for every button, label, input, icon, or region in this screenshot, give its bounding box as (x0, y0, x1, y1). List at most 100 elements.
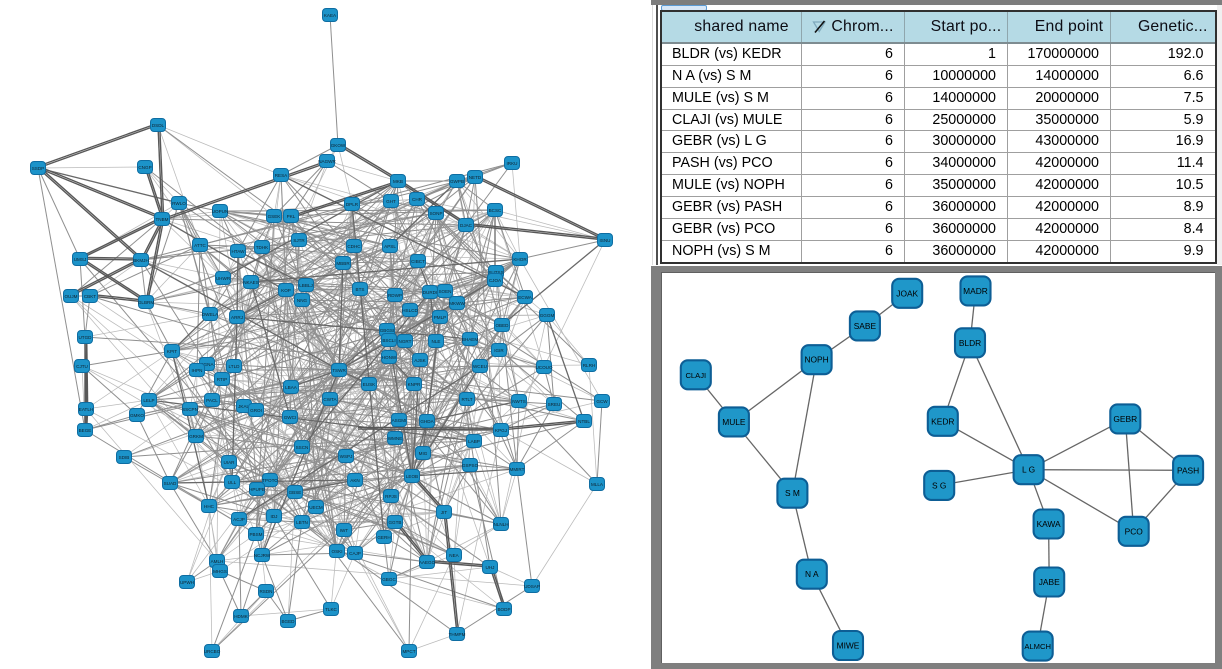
svg-text:MBBR: MBBR (336, 261, 350, 266)
svg-text:JABE: JABE (1038, 577, 1059, 587)
svg-text:DURDI: DURDI (423, 290, 438, 295)
svg-text:URCBO: URCBO (204, 649, 221, 654)
svg-text:PKL: PKL (287, 214, 296, 219)
svg-text:MHGS: MHGS (213, 569, 227, 574)
svg-text:TSWR: TSWR (332, 368, 346, 373)
svg-text:UCOUO: UCOUO (535, 365, 553, 370)
svg-text:UPWH: UPWH (180, 580, 194, 585)
svg-text:NWTS: NWTS (512, 399, 526, 404)
svg-text:PASH: PASH (1177, 465, 1199, 475)
svg-text:DSDL: DSDL (152, 123, 165, 128)
svg-text:CIBCT: CIBCT (411, 259, 425, 264)
svg-text:BEGE: BEGE (79, 428, 92, 433)
svg-text:SJTR: SJTR (293, 238, 305, 243)
svg-text:SUAD: SUAD (164, 481, 177, 486)
svg-text:HPUPB: HPUPB (249, 487, 265, 492)
svg-text:ASGMI: ASGMI (392, 418, 407, 423)
svg-text:NCJRW: NCJRW (254, 553, 271, 558)
svg-text:KPIT: KPIT (167, 349, 177, 354)
svg-text:SSCPN: SSCPN (182, 407, 198, 412)
svg-text:LBAA: LBAA (285, 385, 298, 390)
svg-text:HDMK: HDMK (234, 614, 248, 619)
svg-text:KHOR: KHOR (513, 257, 527, 262)
svg-text:GSEK: GSEK (268, 214, 282, 219)
svg-text:GBGSI: GBGSI (380, 328, 395, 333)
svg-text:PCO: PCO (1124, 526, 1143, 536)
svg-text:AMLH: AMLH (211, 559, 224, 564)
svg-text:KNPR: KNPR (408, 382, 421, 387)
svg-text:PBSM: PBSM (249, 532, 262, 537)
svg-text:TDHK: TDHK (256, 245, 269, 250)
svg-text:HHC: HHC (204, 504, 215, 509)
svg-text:CNGP: CNGP (138, 165, 151, 170)
svg-text:ECWA: ECWA (518, 295, 533, 300)
svg-text:GWCI: GWCI (284, 415, 297, 420)
svg-text:RESA: RESA (275, 173, 288, 178)
svg-text:MMIRT: MMIRT (510, 467, 525, 472)
svg-text:SABE: SABE (853, 320, 876, 330)
svg-text:S G: S G (931, 480, 945, 490)
svg-text:KAWA: KAWA (1036, 519, 1060, 529)
svg-text:RWLO: RWLO (172, 201, 186, 206)
svg-text:GHDA: GHDA (420, 419, 434, 424)
svg-text:RDWP: RDWP (388, 293, 402, 298)
svg-text:OSKI: OSKI (332, 549, 343, 554)
svg-text:ARRJ: ARRJ (231, 315, 243, 320)
svg-text:RTLT: RTLT (461, 397, 472, 402)
svg-text:NLE: NLE (432, 339, 441, 344)
svg-text:SUTSS: SUTSS (488, 270, 503, 275)
svg-text:LABP: LABP (468, 439, 480, 444)
svg-text:UTGD: UTGD (78, 335, 92, 340)
svg-text:OUJM: OUJM (64, 294, 77, 299)
svg-text:OBED: OBED (495, 323, 509, 328)
svg-text:GCW: GCW (596, 399, 608, 404)
svg-text:CJOA: CJOA (489, 278, 502, 283)
svg-text:HSLCD: HSLCD (402, 308, 418, 313)
svg-text:CDHC: CDHC (347, 244, 361, 249)
svg-text:LBBLJ: LBBLJ (299, 283, 313, 288)
svg-text:KEDR: KEDR (931, 416, 954, 426)
svg-text:GEBR: GEBR (1113, 413, 1137, 423)
svg-text:SSCN: SSCN (296, 445, 309, 450)
svg-text:TLKC: TLKC (325, 607, 337, 612)
svg-text:NEA: NEA (449, 553, 459, 558)
svg-text:WSPJ: WSPJ (340, 454, 353, 459)
svg-text:LTLD: LTLD (229, 364, 241, 369)
svg-text:CWTA: CWTA (323, 397, 337, 402)
svg-text:NKAES: NKAES (243, 280, 259, 285)
svg-text:N A: N A (805, 569, 819, 579)
svg-text:EATLH: EATLH (79, 407, 93, 412)
svg-text:BLDR: BLDR (958, 337, 980, 347)
svg-text:UOPUN: UOPUN (212, 209, 229, 214)
svg-text:NOPH: NOPH (804, 354, 828, 364)
svg-text:ATTC: ATTC (194, 243, 206, 248)
svg-text:IRKU: IRKU (507, 161, 518, 166)
svg-text:MIWE: MIWE (836, 640, 859, 650)
svg-text:BHAEM: BHAEM (462, 337, 479, 342)
svg-text:DJAC: DJAC (460, 223, 473, 228)
svg-text:IDJ: IDJ (271, 514, 278, 519)
svg-text:BGED: BGED (281, 619, 295, 624)
svg-text:S M: S M (784, 488, 799, 498)
svg-text:JOAK: JOAK (896, 288, 918, 298)
svg-text:BTS: BTS (356, 287, 365, 292)
svg-text:L G: L G (1021, 464, 1034, 474)
svg-text:NNG: NNG (297, 298, 308, 303)
svg-text:WMNE: WMNE (388, 436, 403, 441)
svg-text:PACL: PACL (206, 398, 218, 403)
svg-text:UHWR: UHWR (216, 276, 231, 281)
svg-text:LELP: LELP (143, 398, 154, 403)
svg-text:SDIB: SDIB (119, 455, 130, 460)
svg-text:GGGM: GGGM (540, 313, 555, 318)
svg-text:RPJS: RPJS (385, 494, 397, 499)
svg-text:RTIP: RTIP (217, 377, 227, 382)
svg-text:NAGWR: NAGWR (318, 159, 336, 164)
svg-text:UHJ: UHJ (486, 565, 495, 570)
svg-text:IWT: IWT (340, 528, 349, 533)
svg-text:GBSE: GBSE (289, 490, 302, 495)
svg-text:THMPM: THMPM (449, 632, 466, 637)
svg-text:RSDN: RSDN (259, 589, 272, 594)
svg-text:PMLP: PMLP (434, 315, 447, 320)
svg-text:IGIR: IGIR (494, 348, 504, 353)
svg-text:UDSAP: UDSAP (524, 584, 540, 589)
